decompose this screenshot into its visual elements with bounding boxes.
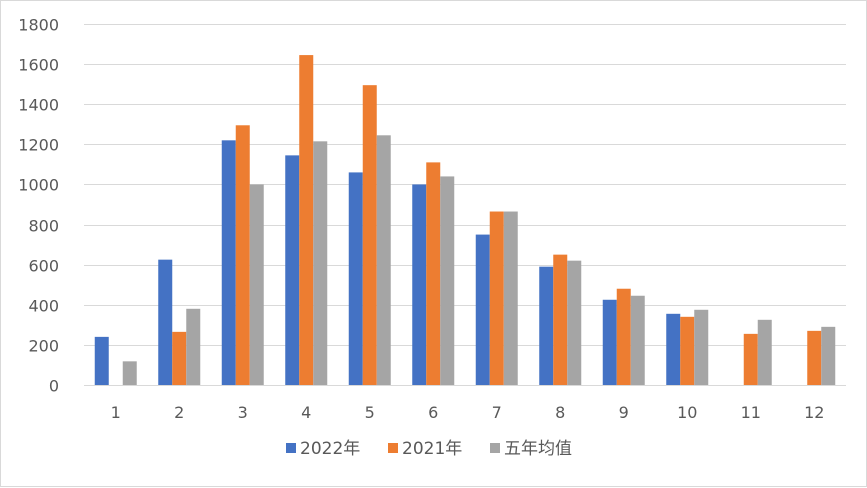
bar-2021年-2: [172, 331, 187, 385]
x-tick-label: 8: [555, 403, 565, 422]
bar-2022年-5: [348, 172, 363, 385]
bar-2021年-9: [616, 288, 631, 385]
bar-2021年-12: [807, 330, 822, 385]
bar-2021年-11: [743, 333, 758, 385]
bar-2021年-8: [553, 254, 568, 385]
bar-五年均值-10: [694, 309, 709, 385]
bar-2022年-3: [221, 140, 236, 385]
legend-swatch: [388, 443, 398, 453]
bar-2022年-10: [666, 313, 681, 385]
bar-2021年-10: [680, 316, 695, 385]
x-tick-label: 3: [238, 403, 248, 422]
y-tick-label: 1200: [18, 136, 59, 155]
x-tick-label: 1: [111, 403, 121, 422]
bar-五年均值-12: [821, 326, 836, 385]
bar-2022年-2: [158, 259, 173, 385]
bar-2021年-6: [426, 162, 441, 385]
legend-label: 2021年: [402, 439, 462, 459]
y-tick-label: 1000: [18, 176, 59, 195]
gridlines: [84, 24, 846, 386]
x-tick-label: 6: [428, 403, 438, 422]
x-tick-label: 9: [619, 403, 629, 422]
bar-2022年-8: [539, 266, 554, 385]
x-tick-label: 5: [365, 403, 375, 422]
bar-五年均值-7: [503, 211, 518, 385]
bar-五年均值-11: [757, 319, 772, 385]
bar-五年均值-4: [313, 141, 328, 385]
bar-2021年-5: [362, 85, 377, 386]
legend: 2022年 2021年 五年均值: [286, 439, 572, 459]
y-tick-label: 600: [28, 257, 59, 276]
bar-2022年-4: [285, 155, 300, 385]
bar-五年均值-3: [249, 184, 264, 385]
x-tick-label: 10: [677, 403, 697, 422]
legend-label: 五年均值: [504, 439, 572, 459]
bar-五年均值-8: [567, 260, 582, 385]
bar-五年均值-2: [186, 308, 201, 385]
x-tick-label: 4: [301, 403, 311, 422]
y-tick-label: 1800: [18, 16, 59, 35]
bar-五年均值-5: [376, 135, 391, 385]
legend-label: 2022年: [300, 439, 360, 459]
legend-swatch: [490, 443, 500, 453]
legend-swatch: [286, 443, 296, 453]
x-axis-ticks: 1 2 3 4 5 6 7 8 9 10 11 12: [111, 403, 825, 422]
y-axis-ticks: 0 200 400 600 800 1000 1200 1400 1600 1800: [18, 16, 59, 396]
bar-2022年-6: [412, 184, 427, 385]
bar-2022年-9: [602, 299, 617, 385]
y-tick-label: 0: [49, 377, 59, 396]
x-tick-label: 7: [492, 403, 502, 422]
x-tick-label: 11: [741, 403, 761, 422]
y-tick-label: 1600: [18, 56, 59, 75]
bar-五年均值-6: [440, 176, 455, 385]
bar-2021年-4: [299, 55, 314, 385]
y-tick-label: 400: [28, 297, 59, 316]
bar-2021年-7: [489, 211, 504, 385]
bar-2022年-1: [94, 336, 109, 385]
x-tick-label: 2: [174, 403, 184, 422]
bar-五年均值-1: [122, 361, 137, 385]
bar-五年均值-9: [630, 295, 645, 385]
x-tick-label: 12: [804, 403, 824, 422]
bars: [94, 55, 836, 386]
y-tick-label: 1400: [18, 96, 59, 115]
bar-2022年-7: [475, 234, 490, 385]
y-tick-label: 200: [28, 337, 59, 356]
y-tick-label: 800: [28, 217, 59, 236]
bar-2021年-3: [235, 125, 250, 386]
